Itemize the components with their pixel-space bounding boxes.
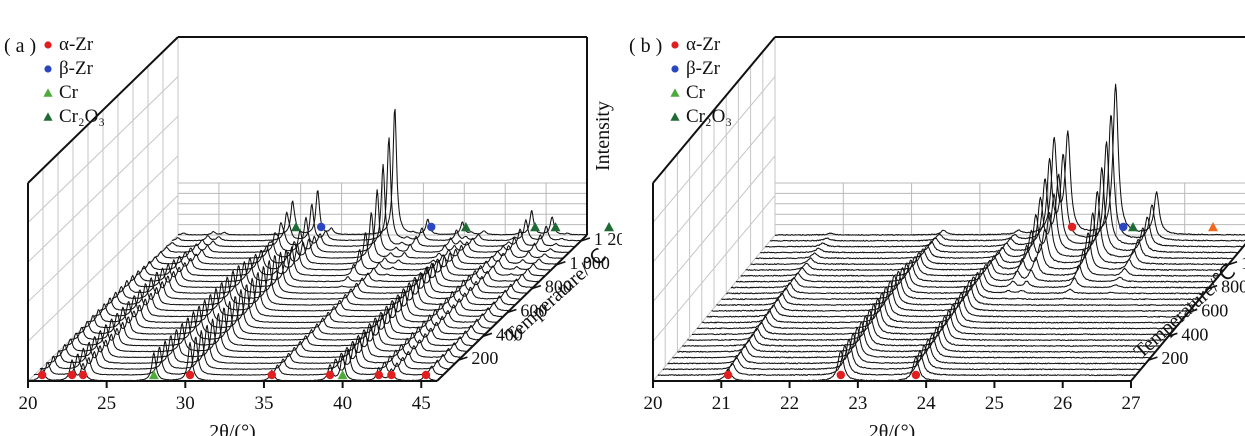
temperature-tick-label: 600	[520, 300, 547, 320]
legend-marker-beta-Zr	[44, 65, 52, 73]
x-tick-label: 25	[985, 393, 1004, 414]
phase-marker-unknown-oxide	[1208, 222, 1218, 232]
phase-marker-Cr2O3	[604, 222, 615, 232]
phase-marker-Cr2O3	[530, 222, 541, 232]
x-tick-label: 21	[712, 393, 731, 414]
temperature-tick-label: 200	[1161, 348, 1188, 368]
phase-marker-alpha-Zr	[267, 370, 277, 380]
temperature-tick-label: 800	[545, 277, 572, 297]
x-tick-label: 25	[97, 393, 116, 414]
temperature-tick-label: 1 200	[594, 229, 622, 249]
temperature-tick-label: 400	[1181, 324, 1208, 344]
phase-marker-alpha-Zr	[723, 370, 733, 380]
phase-marker-Cr	[337, 370, 348, 380]
phase-marker-Cr	[148, 370, 159, 380]
x-tick-label: 20	[644, 393, 663, 414]
legend-marker-alpha-Zr	[671, 41, 679, 49]
phase-marker-Cr2O3	[550, 222, 561, 232]
x-tick-label: 22	[780, 393, 799, 414]
x-tick-label: 35	[254, 393, 273, 414]
x-tick-label: 27	[1122, 393, 1141, 414]
phase-marker-alpha-Zr	[387, 370, 396, 380]
phase-marker-alpha-Zr	[421, 370, 431, 380]
legend-label-Cr: Cr	[686, 82, 706, 103]
temperature-tick-label: 1 000	[1241, 253, 1245, 273]
intensity-axis-title: Intensity	[592, 101, 614, 171]
x-tick-label: 26	[1053, 393, 1072, 414]
phase-marker-Cr2O3	[290, 222, 301, 232]
legend-marker-beta-Zr	[671, 65, 679, 73]
legend-marker-alpha-Zr	[44, 41, 52, 49]
panel-a: 20 25 30 35 40 45 2θ/(°) 200 400 600 800 1 000 1 200…	[0, 0, 622, 436]
temperature-tick-label: 600	[1201, 300, 1228, 320]
legend-marker-Cr	[43, 88, 53, 97]
legend-label-beta-Zr: β-Zr	[59, 58, 94, 79]
legend-label-alpha-Zr: α-Zr	[59, 34, 94, 55]
legend-marker-Cr2O3	[670, 112, 680, 121]
phase-marker-alpha-Zr	[185, 370, 195, 380]
phase-marker-alpha-Zr	[37, 370, 47, 380]
legend-label-beta-Zr: β-Zr	[686, 58, 721, 79]
legend-label-alpha-Zr: α-Zr	[686, 34, 721, 55]
legend-label-Cr2O3: Cr₂O₃	[59, 106, 105, 127]
phase-marker-beta-Zr	[1119, 222, 1128, 232]
x-axis-title: 2θ/(°)	[209, 421, 255, 436]
phase-marker-beta-Zr	[316, 222, 326, 232]
phase-marker-beta-Zr	[427, 222, 436, 232]
phase-marker-alpha-Zr	[911, 370, 921, 380]
temperature-tick-label: 200	[471, 348, 498, 368]
legend-label-Cr2O3: Cr₂O₃	[686, 106, 732, 127]
panel-label: ( b )	[629, 35, 662, 57]
x-tick-label: 20	[19, 393, 38, 414]
phase-marker-alpha-Zr	[325, 370, 335, 380]
phase-marker-alpha-Zr	[374, 370, 383, 380]
phase-marker-alpha-Zr	[836, 370, 845, 380]
x-tick-label: 30	[176, 393, 195, 414]
phase-marker-alpha-Zr	[67, 370, 77, 380]
temperature-tick-label: 400	[496, 324, 523, 344]
x-tick-label: 23	[848, 393, 867, 414]
temperature-axis-title: Temperature/℃	[501, 244, 611, 347]
legend-label-Cr: Cr	[59, 82, 79, 103]
temperature-tick-label: 800	[1221, 277, 1245, 297]
x-tick-label: 40	[333, 393, 352, 414]
x-tick-label: 24	[917, 393, 937, 414]
phase-marker-Cr2O3	[1128, 222, 1138, 232]
panel-label: ( a )	[4, 35, 36, 57]
temperature-tick-label: 1 000	[569, 253, 610, 273]
legend-marker-Cr2O3	[43, 112, 53, 121]
phase-marker-alpha-Zr	[1067, 222, 1077, 232]
x-tick-label: 45	[412, 393, 431, 414]
x-axis-title: 2θ/(°)	[869, 421, 915, 436]
legend-marker-Cr	[670, 88, 680, 97]
phase-marker-alpha-Zr	[78, 370, 88, 380]
phase-marker-Cr2O3	[460, 222, 471, 232]
